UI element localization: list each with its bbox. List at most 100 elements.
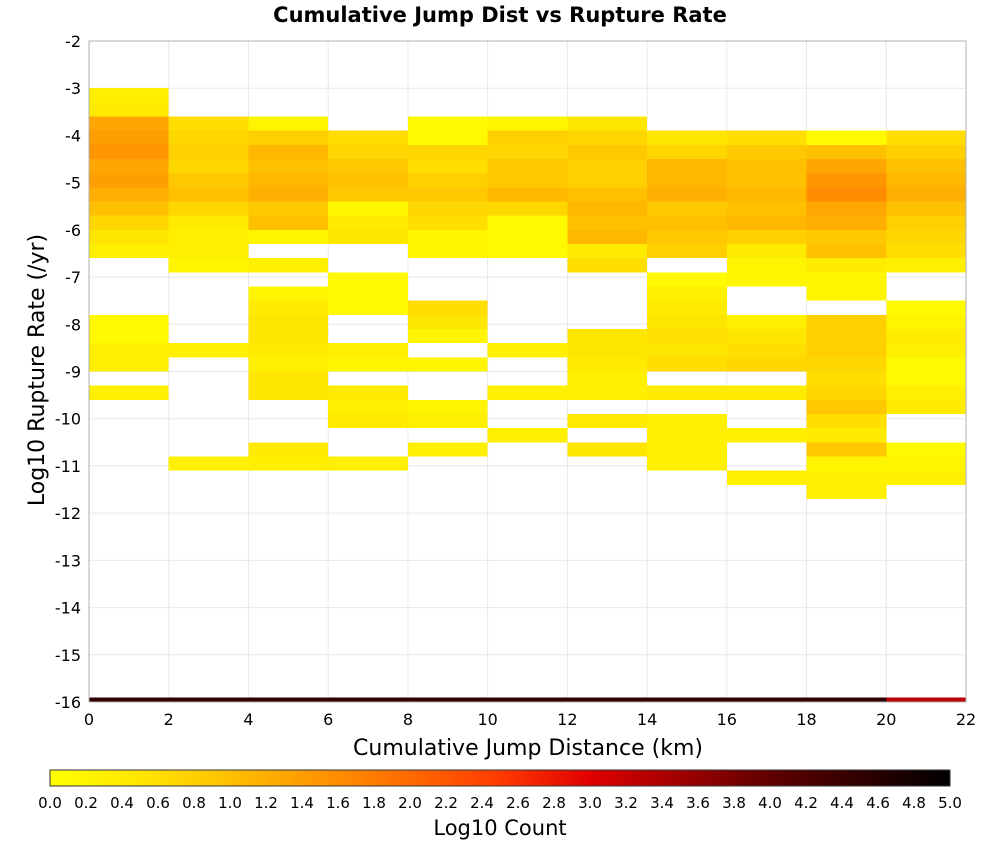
heatmap-cell	[726, 385, 807, 400]
heatmap-cell	[647, 385, 727, 400]
heatmap-cell	[487, 116, 568, 131]
x-tick-label: 12	[557, 710, 577, 729]
heatmap-cell	[806, 215, 887, 230]
heatmap-cell	[806, 130, 887, 145]
heatmap-cell	[248, 697, 329, 702]
y-tick-label: -14	[55, 599, 81, 618]
heatmap-cell	[886, 442, 966, 457]
heatmap-cell	[248, 371, 329, 386]
heatmap-cell	[168, 144, 249, 160]
heatmap-cell	[567, 258, 648, 273]
heatmap-cell	[248, 300, 329, 315]
heatmap-cell	[886, 470, 966, 485]
heatmap-cell	[168, 116, 249, 131]
heatmap-cell	[328, 697, 408, 702]
heatmap-cell	[248, 116, 329, 131]
heatmap-cell	[328, 357, 408, 372]
x-axis-label: Cumulative Jump Distance (km)	[353, 736, 703, 761]
heatmap-cell	[89, 329, 169, 344]
heatmap-cell	[886, 159, 966, 174]
heatmap-cell	[407, 244, 488, 259]
heatmap-cell	[726, 697, 807, 702]
heatmap-cell	[726, 201, 807, 216]
heatmap-cell	[487, 201, 568, 216]
y-tick-label: -9	[65, 363, 81, 382]
heatmap-cell	[647, 201, 727, 216]
heatmap-cell	[806, 413, 887, 429]
colorbar-tick-label: 2.0	[398, 794, 422, 812]
heatmap-cell	[407, 314, 488, 330]
colorbar-tick-label: 3.8	[722, 794, 746, 812]
heatmap-cell	[886, 314, 966, 330]
heatmap-cell	[328, 343, 408, 358]
colorbar-tick-label: 4.0	[758, 794, 782, 812]
x-tick-label: 16	[717, 710, 737, 729]
heatmap-cell	[89, 229, 169, 245]
heatmap-cell	[886, 385, 966, 400]
x-tick-label: 2	[164, 710, 174, 729]
y-tick-label: -7	[65, 268, 81, 287]
x-tick-label: 22	[956, 710, 976, 729]
heatmap-cell	[647, 413, 727, 429]
heatmap-cell	[806, 244, 887, 259]
y-axis-label: Log10 Rupture Rate (/yr)	[25, 234, 50, 506]
heatmap-cells	[89, 88, 966, 702]
y-tick-label: -10	[55, 410, 81, 429]
colorbar-tick-label: 3.0	[578, 794, 602, 812]
heatmap-cell	[168, 456, 249, 471]
heatmap-cell	[886, 697, 966, 702]
heatmap-cell	[407, 201, 488, 216]
heatmap-cell	[248, 229, 329, 245]
heatmap-cell	[487, 697, 568, 702]
heatmap-cell	[248, 159, 329, 174]
heatmap-cell	[567, 385, 648, 400]
heatmap-cell	[89, 201, 169, 216]
heatmap-cell	[647, 229, 727, 245]
heatmap-cell	[168, 201, 249, 216]
colorbar-tick-label: 0.4	[110, 794, 134, 812]
heatmap-cell	[248, 314, 329, 330]
heatmap-cell	[647, 314, 727, 330]
colorbar-tick-label: 5.0	[938, 794, 962, 812]
heatmap-cell	[89, 159, 169, 174]
plot-frame	[88, 40, 967, 703]
colorbar-tick-label: 0.8	[182, 794, 206, 812]
heatmap-cell	[89, 144, 169, 160]
x-tick-label: 18	[796, 710, 816, 729]
chart-title: Cumulative Jump Dist vs Rupture Rate	[273, 3, 727, 27]
heatmap-cell	[407, 116, 488, 131]
heatmap-cell	[89, 343, 169, 358]
x-tick-label: 10	[477, 710, 497, 729]
y-tick-label: -4	[65, 126, 81, 145]
heatmap-cell	[886, 357, 966, 372]
heatmap-cell	[248, 385, 329, 400]
colorbar-tick-label: 2.6	[506, 794, 530, 812]
heatmap-cell	[487, 144, 568, 160]
heatmap-cell	[487, 343, 568, 358]
heatmap-cell	[89, 314, 169, 330]
heatmap-cell	[168, 697, 249, 702]
heatmap-cell	[726, 187, 807, 202]
heatmap-cell	[647, 144, 727, 160]
heatmap-cell	[886, 229, 966, 245]
y-tick-label: -3	[65, 79, 81, 98]
heatmap-cell	[726, 470, 807, 485]
heatmap-cell	[726, 229, 807, 245]
colorbar-label: Log10 Count	[433, 816, 566, 840]
heatmap-cell	[647, 442, 727, 457]
heatmap-cell	[487, 244, 568, 259]
heatmap-cell	[567, 144, 648, 160]
heatmap-cell	[806, 442, 887, 457]
heatmap-cell	[806, 697, 887, 702]
heatmap-cell	[886, 144, 966, 160]
colorbar-tick-label: 0.2	[74, 794, 98, 812]
heatmap-cell	[726, 314, 807, 330]
heatmap-cell	[806, 258, 887, 273]
heatmap-cell	[89, 697, 169, 702]
colorbar-tick-label: 1.4	[290, 794, 314, 812]
colorbar-tick-label: 0.6	[146, 794, 170, 812]
y-tick-label: -13	[55, 551, 81, 570]
heatmap-cell	[567, 244, 648, 259]
y-tick-label: -12	[55, 504, 81, 523]
heatmap-cell	[248, 187, 329, 202]
